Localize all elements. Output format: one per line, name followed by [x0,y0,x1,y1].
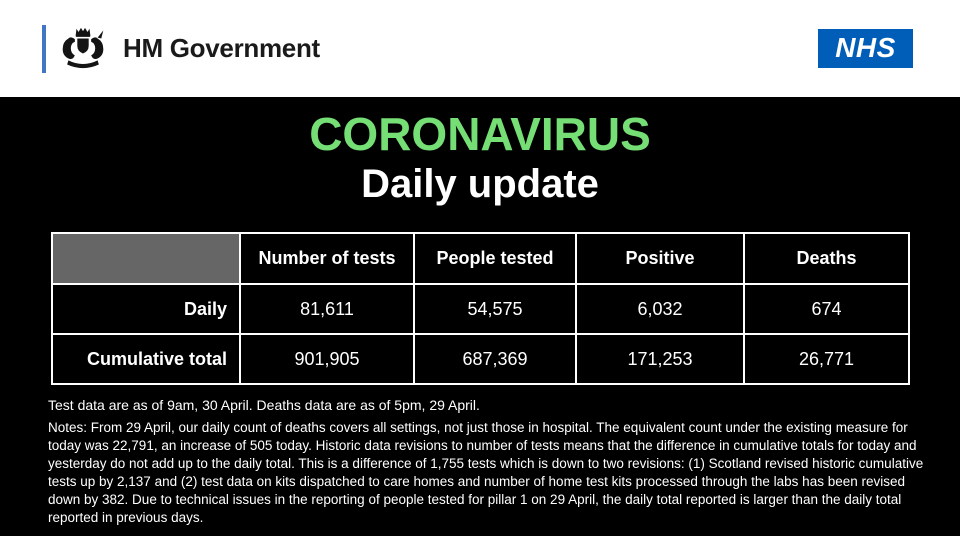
cell-daily-positive: 6,032 [575,283,745,335]
hm-government-logo: HM Government [42,24,320,73]
slide-body: CORONAVIRUS Daily update Number of tests… [0,97,960,536]
cell-cumulative-people-tested: 687,369 [413,333,577,385]
slide-title: CORONAVIRUS [309,108,651,160]
column-header-number-of-tests: Number of tests [239,232,415,285]
cell-daily-number-of-tests: 81,611 [239,283,415,335]
cell-daily-people-tested: 54,575 [413,283,577,335]
column-header-positive: Positive [575,232,745,285]
bottom-white-strip [0,536,960,540]
nhs-label: NHS [835,31,896,63]
table-corner-cell [51,232,241,285]
cell-cumulative-positive: 171,253 [575,333,745,385]
notes-paragraph: Notes: From 29 April, our daily count of… [48,420,924,525]
row-label-cumulative-total: Cumulative total [51,333,241,385]
header-bar: HM Government NHS [0,0,960,97]
column-header-deaths: Deaths [743,232,910,285]
cell-cumulative-deaths: 26,771 [743,333,910,385]
table-row-daily: Daily 81,611 54,575 6,032 674 [51,283,910,335]
gov-blue-bar [42,24,46,73]
cell-cumulative-number-of-tests: 901,905 [239,333,415,385]
slide-subtitle: Daily update [361,162,599,206]
column-header-people-tested: People tested [413,232,577,285]
table-header-row: Number of tests People tested Positive D… [51,232,910,285]
royal-crest-icon [62,27,104,68]
nhs-logo: NHS [818,29,913,68]
stats-table: Number of tests People tested Positive D… [51,232,910,385]
data-as-of-footnote: Test data are as of 9am, 30 April. Death… [48,397,480,413]
table-row-cumulative-total: Cumulative total 901,905 687,369 171,253… [51,333,910,385]
row-label-daily: Daily [51,283,241,335]
hm-government-label: HM Government [123,33,320,63]
cell-daily-deaths: 674 [743,283,910,335]
